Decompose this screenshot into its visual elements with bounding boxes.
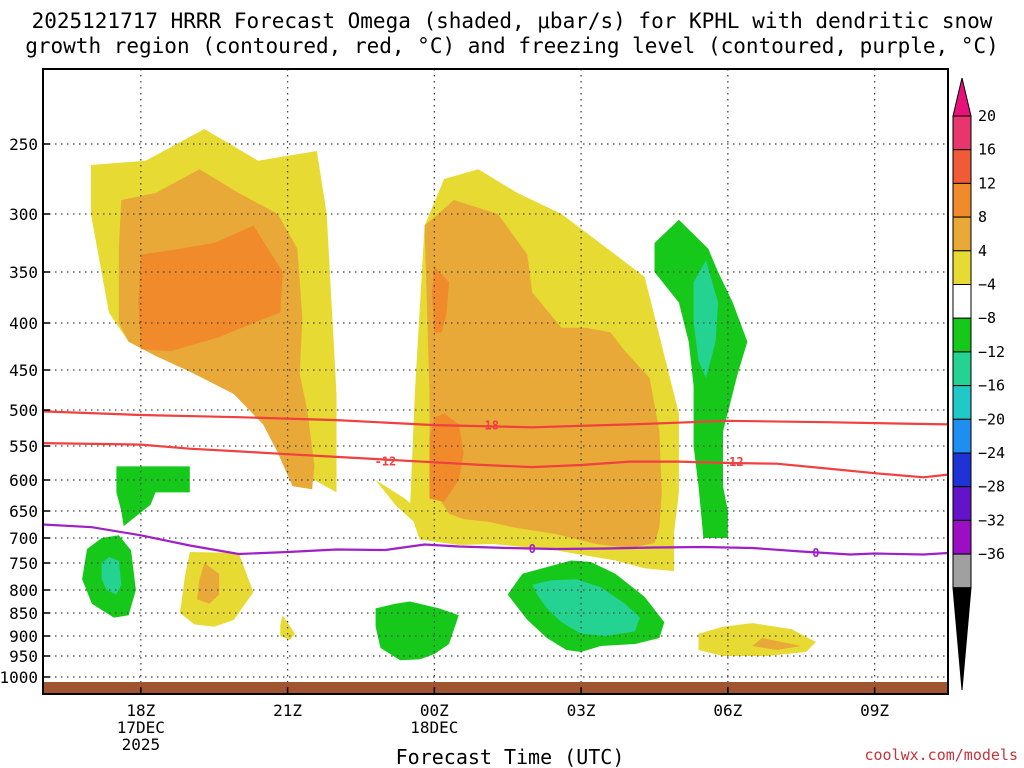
colorbar: 20 16 12 8 4 −4 −8 −12 −16 −20 −24 −28 −32 −36 — [952, 77, 1005, 691]
x-tick-label: 2025 — [122, 735, 161, 754]
colorbar-label: −12 — [978, 343, 1005, 361]
omega-region — [116, 466, 190, 527]
x-tick-label: 17DEC — [117, 718, 165, 737]
y-tick-label: 450 — [9, 361, 38, 380]
omega-region — [429, 413, 464, 502]
contour-line — [43, 523, 948, 556]
colorbar-segment — [952, 149, 972, 184]
colorbar-segment — [952, 284, 972, 319]
x-tick-label: 03Z — [567, 701, 596, 720]
omega-region — [431, 266, 449, 333]
colorbar-segment — [952, 216, 972, 252]
colorbar-segment — [952, 519, 972, 555]
colorbar-label: 20 — [978, 107, 996, 125]
y-tick-label: 550 — [9, 437, 38, 456]
y-tick-label: 900 — [9, 627, 38, 646]
grid — [43, 69, 948, 694]
y-tick-label: 850 — [9, 604, 38, 623]
colorbar-segment — [952, 452, 972, 488]
colorbar-segment — [952, 553, 972, 589]
y-axis-ticks: 250 300 350 400 450 500 550 600 650 700 750 800 850 9… — [0, 135, 50, 687]
x-tick-label: 09Z — [860, 701, 889, 720]
y-tick-label: 250 — [9, 135, 38, 154]
omega-region — [693, 260, 719, 378]
contours: -18 -12 -12 0 0 — [43, 410, 948, 560]
x-tick-label: 06Z — [713, 701, 742, 720]
colorbar-label: −16 — [978, 377, 1005, 395]
omega-region — [197, 563, 220, 604]
y-tick-label: 300 — [9, 205, 38, 224]
colorbar-segment — [952, 385, 972, 420]
colorbar-label: 8 — [978, 208, 987, 226]
contour-label: -18 — [477, 419, 499, 433]
y-tick-label: 800 — [9, 581, 38, 600]
colorbar-segment — [952, 418, 972, 454]
y-tick-label: 950 — [9, 647, 38, 666]
y-tick-label: 1000 — [0, 668, 38, 687]
y-tick-label: 650 — [9, 502, 38, 521]
y-tick-label: 750 — [9, 554, 38, 573]
y-tick-label: 400 — [9, 314, 38, 333]
y-tick-label: 350 — [9, 263, 38, 282]
colorbar-label: −32 — [978, 511, 1005, 529]
omega-region — [424, 200, 662, 548]
colorbar-segment — [952, 250, 972, 286]
omega-region — [752, 638, 802, 650]
colorbar-label: −4 — [978, 276, 996, 294]
ground-surface — [43, 682, 948, 694]
colorbar-segment — [952, 351, 972, 387]
colorbar-label: −8 — [978, 309, 996, 327]
contour-line — [43, 410, 948, 429]
colorbar-label: −24 — [978, 444, 1005, 462]
contour-label: -12 — [375, 454, 397, 468]
colorbar-label: −20 — [978, 410, 1005, 428]
colorbar-segment — [952, 486, 972, 521]
y-tick-label: 600 — [9, 471, 38, 490]
x-tick-label: 18Z — [126, 701, 155, 720]
x-tick-label: 00Z — [420, 701, 449, 720]
contour-label: 0 — [812, 546, 819, 560]
x-axis-label: Forecast Time (UTC) — [396, 745, 625, 768]
colorbar-label: 4 — [978, 242, 987, 260]
colorbar-label: 12 — [978, 174, 996, 192]
omega-region — [375, 601, 459, 661]
colorbar-label: −36 — [978, 545, 1005, 563]
site-credit[interactable]: coolwx.com/models — [864, 746, 1018, 764]
x-tick-label: 21Z — [273, 701, 302, 720]
contour-label: -12 — [722, 455, 744, 469]
colorbar-label: 16 — [978, 141, 996, 159]
y-tick-label: 700 — [9, 529, 38, 548]
omega-region — [654, 219, 748, 539]
colorbar-label: −28 — [978, 478, 1005, 496]
omega-region — [138, 225, 283, 352]
omega-region — [101, 557, 122, 595]
x-tick-label: 18DEC — [410, 718, 458, 737]
plot-area: -18 -12 -12 0 0 — [43, 69, 948, 694]
plot-frame — [42, 68, 949, 695]
colorbar-segment — [952, 317, 972, 353]
colorbar-bottom-arrow — [952, 587, 972, 691]
contour-label: 0 — [529, 542, 536, 556]
colorbar-segment — [952, 182, 972, 218]
omega-region — [532, 579, 640, 636]
colorbar-segment — [952, 115, 972, 151]
contour-line — [43, 442, 948, 479]
y-tick-label: 500 — [9, 401, 38, 420]
chart-title-line-1: 2025121717 HRRR Forecast Omega (shaded, … — [32, 9, 993, 33]
chart-title-line-2: growth region (contoured, red, °C) and f… — [25, 34, 999, 58]
omega-shading — [82, 129, 816, 661]
